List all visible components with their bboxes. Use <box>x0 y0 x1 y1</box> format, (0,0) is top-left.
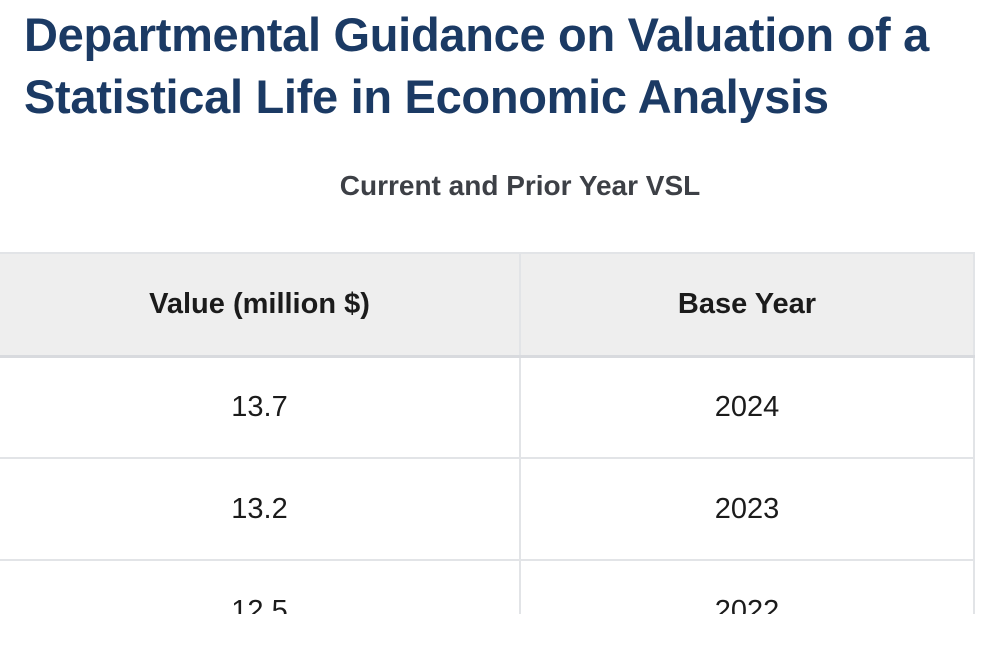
table-row: 13.7 2024 <box>0 355 975 459</box>
vsl-table: Value (million $) Base Year 13.7 2024 13… <box>0 252 975 614</box>
table-header-row: Value (million $) Base Year <box>0 252 975 358</box>
table-container: Value (million $) Base Year 13.7 2024 13… <box>0 252 991 614</box>
table-row: 12.5 2022 <box>0 559 975 614</box>
cell-base-year: 2024 <box>519 355 975 459</box>
column-header-value: Value (million $) <box>0 252 521 358</box>
table-caption: Current and Prior Year VSL <box>339 170 701 201</box>
cell-base-year: 2022 <box>519 559 975 614</box>
cell-value: 12.5 <box>0 559 521 614</box>
table-row: 13.2 2023 <box>0 457 975 561</box>
cell-base-year: 2023 <box>519 457 975 561</box>
page-title: Departmental Guidance on Valuation of a … <box>24 8 929 123</box>
cell-value: 13.2 <box>0 457 521 561</box>
cell-value: 13.7 <box>0 355 521 459</box>
column-header-base-year: Base Year <box>519 252 975 358</box>
